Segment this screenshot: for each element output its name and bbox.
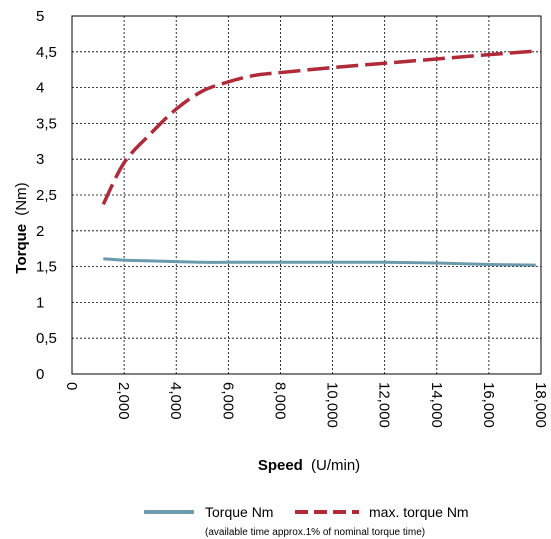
- legend: Torque Nm max. torque Nm: [144, 504, 469, 520]
- x-tick-label: 12,000: [376, 382, 393, 428]
- series-lines: [101, 49, 536, 267]
- y-tick-label: 0,5: [36, 330, 57, 347]
- y-tick-label: 3: [36, 151, 44, 168]
- x-tick-label: 18,000: [532, 382, 549, 428]
- grid-lines: [72, 16, 541, 374]
- y-tick-label: 0: [36, 366, 44, 383]
- x-tick-label: 8,000: [271, 382, 288, 420]
- x-tick-label: 10,000: [324, 382, 341, 428]
- legend-note: (available time approx.1% of nominal tor…: [205, 527, 425, 538]
- series-torque-line: [103, 257, 536, 267]
- series-max-torque-line: [101, 49, 536, 206]
- y-tick-label: 5: [36, 8, 44, 25]
- y-tick-label: 1,5: [36, 259, 57, 276]
- x-tick-label: 0: [63, 382, 80, 390]
- legend-label-torque: Torque Nm: [205, 504, 273, 520]
- legend-label-max-torque: max. torque Nm: [369, 504, 469, 520]
- y-tick-label: 3,5: [36, 115, 57, 132]
- y-tick-label: 4: [36, 80, 44, 97]
- y-tick-label: 2,5: [36, 187, 57, 204]
- plot-frame: [71, 15, 542, 375]
- x-tick-label: 6,000: [219, 382, 236, 420]
- y-axis-title: Torque (Nm): [13, 182, 30, 273]
- y-tick-label: 2: [36, 223, 44, 240]
- x-tick-label: 4,000: [167, 382, 184, 420]
- x-tick-labels: 0 2,000 4,000 6,000 8,000 10,000 12,000 14,000 1…: [63, 382, 549, 428]
- x-axis-title: Speed (U/min): [258, 457, 360, 474]
- x-tick-label: 2,000: [115, 382, 132, 420]
- y-tick-labels: 0 0,5 1 1,5 2 2,5 3 3,5 4 4,5 5: [36, 8, 57, 383]
- y-tick-label: 1: [36, 294, 44, 311]
- y-tick-label: 4,5: [36, 44, 57, 61]
- x-tick-label: 16,000: [480, 382, 497, 428]
- x-tick-label: 14,000: [428, 382, 445, 428]
